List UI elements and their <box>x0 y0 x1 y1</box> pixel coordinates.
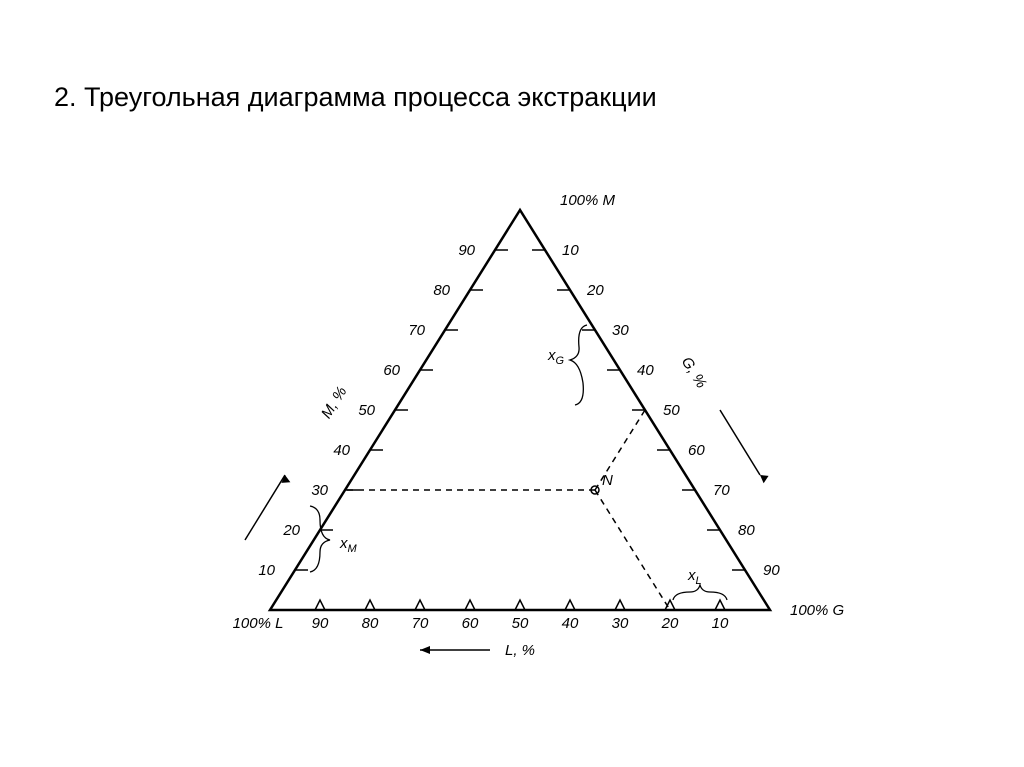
svg-text:10: 10 <box>562 242 579 259</box>
svg-text:70: 70 <box>412 615 429 632</box>
svg-text:20: 20 <box>586 282 604 299</box>
svg-text:60: 60 <box>688 442 705 459</box>
apex-left-label: 100% L <box>233 615 284 632</box>
svg-text:50: 50 <box>358 402 375 419</box>
svg-text:40: 40 <box>333 442 350 459</box>
bottom-axis-labels: 10 20 30 40 50 60 70 80 90 <box>312 615 729 632</box>
ternary-diagram: 10 20 30 40 50 60 70 80 90 10 20 30 <box>190 180 850 660</box>
page-title: 2. Треугольная диаграмма процесса экстра… <box>54 82 657 113</box>
svg-text:90: 90 <box>312 615 329 632</box>
svg-text:xL: xL <box>687 567 702 587</box>
svg-text:xG: xG <box>547 347 565 367</box>
svg-text:10: 10 <box>258 562 275 579</box>
svg-text:60: 60 <box>383 362 400 379</box>
left-axis-labels: 10 20 30 40 50 60 70 80 90 <box>258 242 475 579</box>
svg-text:G, %: G, % <box>678 354 710 391</box>
left-axis-label-group: M, % <box>245 384 350 540</box>
svg-text:M, %: M, % <box>318 384 351 422</box>
svg-text:40: 40 <box>637 362 654 379</box>
xL-bracket: xL <box>673 567 727 600</box>
svg-text:50: 50 <box>512 615 529 632</box>
svg-text:80: 80 <box>362 615 379 632</box>
dash-to-bottom <box>595 490 670 610</box>
bottom-axis-label-group: L, % <box>420 642 535 659</box>
svg-text:20: 20 <box>661 615 679 632</box>
right-axis-ticks <box>532 250 745 570</box>
svg-text:30: 30 <box>612 615 629 632</box>
svg-text:20: 20 <box>282 522 300 539</box>
apex-right-label: 100% G <box>790 602 845 619</box>
apex-top-label: 100% M <box>560 192 616 209</box>
svg-text:70: 70 <box>408 322 425 339</box>
svg-text:80: 80 <box>738 522 755 539</box>
svg-text:90: 90 <box>763 562 780 579</box>
svg-text:xM: xM <box>339 535 358 555</box>
right-axis-label-group: G, % <box>678 354 771 483</box>
bottom-axis-ticks <box>315 600 725 610</box>
svg-text:80: 80 <box>433 282 450 299</box>
svg-text:70: 70 <box>713 482 730 499</box>
right-axis-labels: 10 20 30 40 50 60 70 80 90 <box>562 242 780 579</box>
xG-bracket: xG <box>547 325 587 405</box>
svg-text:L, %: L, % <box>505 642 535 659</box>
svg-text:50: 50 <box>663 402 680 419</box>
svg-text:N: N <box>602 472 613 489</box>
svg-text:30: 30 <box>612 322 629 339</box>
svg-text:10: 10 <box>712 615 729 632</box>
svg-text:60: 60 <box>462 615 479 632</box>
svg-text:40: 40 <box>562 615 579 632</box>
dash-to-right <box>595 410 645 490</box>
svg-text:90: 90 <box>458 242 475 259</box>
svg-text:30: 30 <box>311 482 328 499</box>
